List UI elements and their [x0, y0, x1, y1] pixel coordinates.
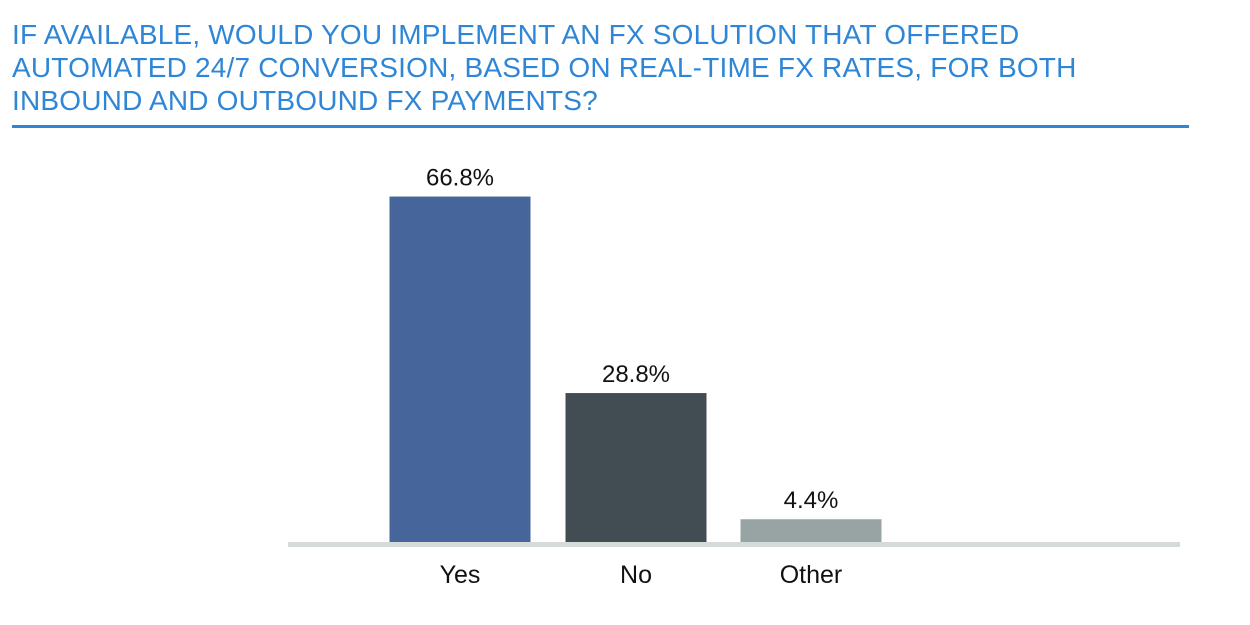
category-label-no: No: [620, 561, 652, 589]
value-label-other: 4.4%: [784, 487, 839, 514]
title-divider: [12, 125, 1189, 128]
bar-yes: [389, 196, 531, 542]
bar-other: [740, 519, 882, 542]
bar-no: [565, 393, 707, 542]
category-label-yes: Yes: [440, 561, 481, 589]
chart-title: If available, would you implement an FX …: [12, 19, 1077, 116]
value-label-yes: 66.8%: [426, 165, 494, 192]
value-label-no: 28.8%: [602, 361, 670, 388]
category-label-group: Yes No Other: [440, 561, 843, 589]
value-label-group: 66.8% 28.8% 4.4%: [426, 165, 838, 515]
category-label-other: Other: [780, 561, 843, 589]
bar-group: [389, 196, 882, 542]
x-axis-baseline: [288, 542, 1180, 547]
